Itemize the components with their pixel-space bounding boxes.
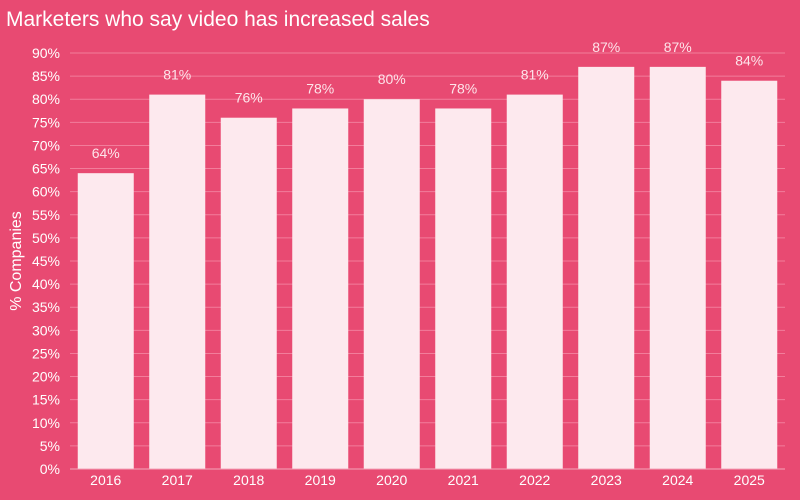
data-label-2019: 78% <box>306 80 334 96</box>
x-tick-label: 2016 <box>90 472 121 488</box>
bar-2018 <box>220 117 277 469</box>
y-tick-label: 60% <box>32 184 60 200</box>
y-tick-label: 70% <box>32 137 60 153</box>
x-axis-ticks: 2016 2017 2018 2019 2020 2021 2022 2023 2024 2025 <box>90 472 765 488</box>
y-tick-label: 90% <box>32 45 60 61</box>
y-tick-label: 80% <box>32 91 60 107</box>
bars <box>77 66 778 469</box>
data-label-2016: 64% <box>92 145 120 161</box>
chart-title: Marketers who say video has increased sa… <box>6 8 430 31</box>
bar-2019 <box>292 108 349 469</box>
x-tick-label: 2024 <box>662 472 693 488</box>
x-tick-label: 2018 <box>233 472 264 488</box>
y-axis-label: % Companies <box>8 211 25 311</box>
x-tick-label: 2019 <box>305 472 336 488</box>
data-label-2023: 87% <box>592 39 620 55</box>
y-tick-label: 65% <box>32 161 60 177</box>
y-tick-label: 25% <box>32 345 60 361</box>
data-label-2024: 87% <box>664 39 692 55</box>
y-tick-label: 85% <box>32 68 60 84</box>
y-tick-label: 15% <box>32 392 60 408</box>
x-tick-label: 2025 <box>734 472 765 488</box>
y-tick-label: 50% <box>32 230 60 246</box>
data-label-2022: 81% <box>521 67 549 83</box>
y-axis-ticks: 0% 5% 10% 15% 20% 25% 30% 35% 40% 45% 50% 55% 60% 65%… <box>32 45 60 477</box>
bar-2025 <box>721 80 778 469</box>
data-label-2020: 80% <box>378 71 406 87</box>
bar-2016 <box>77 173 134 469</box>
x-tick-label: 2023 <box>591 472 622 488</box>
y-tick-label: 35% <box>32 299 60 315</box>
y-tick-label: 45% <box>32 253 60 269</box>
bar-2022 <box>506 94 563 469</box>
y-tick-label: 40% <box>32 276 60 292</box>
y-tick-label: 5% <box>40 438 60 454</box>
data-label-2017: 81% <box>163 67 191 83</box>
data-label-2021: 78% <box>449 80 477 96</box>
bar-2020 <box>363 99 420 469</box>
data-label-2025: 84% <box>735 53 763 69</box>
x-tick-label: 2017 <box>162 472 193 488</box>
y-tick-label: 10% <box>32 415 60 431</box>
y-tick-label: 0% <box>40 461 60 477</box>
bar-2017 <box>149 94 206 469</box>
y-tick-label: 30% <box>32 322 60 338</box>
y-tick-label: 75% <box>32 114 60 130</box>
bar-2023 <box>578 66 635 469</box>
y-tick-label: 55% <box>32 207 60 223</box>
bar-2024 <box>649 66 706 469</box>
y-tick-label: 20% <box>32 369 60 385</box>
data-label-2018: 76% <box>235 90 263 106</box>
x-tick-label: 2022 <box>519 472 550 488</box>
bar-2021 <box>435 108 492 469</box>
x-tick-label: 2021 <box>448 472 479 488</box>
data-labels: 64% 81% 76% 78% 80% 78% 81% 87% 87% 84% <box>92 39 764 161</box>
x-tick-label: 2020 <box>376 472 407 488</box>
